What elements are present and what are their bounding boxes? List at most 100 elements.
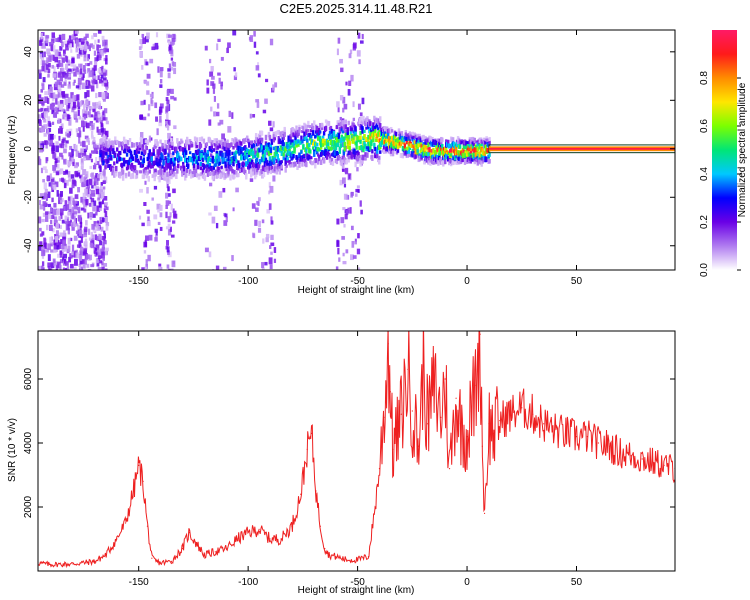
heatmap-cell xyxy=(107,148,110,152)
heatmap-cell xyxy=(261,262,265,269)
heatmap-cell xyxy=(375,138,378,143)
heatmap-cell xyxy=(60,239,63,245)
heatmap-cell xyxy=(156,141,159,147)
heatmap-cell xyxy=(235,159,238,164)
heatmap-cell xyxy=(104,130,109,138)
snr-data-point xyxy=(481,445,483,447)
heatmap-cell xyxy=(214,169,217,176)
heatmap-cell xyxy=(38,245,42,251)
heatmap-cell xyxy=(324,125,328,132)
heatmap-cell xyxy=(87,54,90,60)
heatmap-cell xyxy=(71,148,74,156)
heatmap-cell xyxy=(82,259,85,264)
heatmap-cell xyxy=(251,153,255,159)
heatmap-cell xyxy=(259,140,263,147)
heatmap-cell xyxy=(269,245,272,249)
heatmap-cell xyxy=(199,172,203,177)
heatmap-cell xyxy=(202,164,206,170)
heatmap-cell xyxy=(97,68,102,73)
heatmap-cell xyxy=(350,192,354,198)
heatmap-cell xyxy=(346,130,349,136)
heatmap-cell xyxy=(59,208,64,216)
heatmap-cell xyxy=(174,157,177,161)
heatmap-cell xyxy=(336,240,340,248)
heatmap-cell xyxy=(51,38,55,44)
heatmap-cell xyxy=(76,43,81,51)
heatmap-cell xyxy=(97,173,100,179)
heatmap-cell xyxy=(82,113,86,118)
heatmap-cell xyxy=(94,61,98,67)
heatmap-cell xyxy=(149,93,154,98)
heatmap-cell xyxy=(356,50,361,57)
heatmap-cell xyxy=(188,151,192,155)
snr-data-point xyxy=(291,525,293,527)
heatmap-cell xyxy=(209,139,213,144)
heatmap-cell xyxy=(103,91,108,97)
heatmap-cell xyxy=(445,139,448,145)
heatmap-cell xyxy=(70,263,74,269)
heatmap-cell xyxy=(131,156,135,161)
heatmap-cell xyxy=(54,158,58,164)
heatmap-cell xyxy=(289,164,292,168)
heatmap-cell xyxy=(202,138,206,144)
heatmap-cell xyxy=(203,175,207,181)
heatmap-cell xyxy=(49,173,52,179)
heatmap-cell xyxy=(239,146,242,150)
heatmap-cell xyxy=(236,141,239,148)
heatmap-cell xyxy=(227,168,230,172)
heatmap-cell xyxy=(40,127,45,133)
heatmap-cell xyxy=(73,200,78,204)
heatmap-cell xyxy=(406,146,410,152)
heatmap-cell xyxy=(105,225,109,231)
heatmap-cell xyxy=(302,126,305,132)
heatmap-cell xyxy=(168,159,171,163)
heatmap-cell xyxy=(209,166,213,171)
heatmap-cell xyxy=(303,153,306,158)
heatmap-cell xyxy=(146,170,149,176)
heatmap-cell xyxy=(229,160,232,165)
heatmap-cell xyxy=(262,171,266,178)
heatmap-cell xyxy=(328,154,332,159)
heatmap-cell xyxy=(165,205,168,210)
heatmap-cell xyxy=(48,182,53,187)
heatmap-cell xyxy=(457,152,461,159)
heatmap-cell xyxy=(344,167,349,175)
heatmap-cell xyxy=(434,139,437,146)
heatmap-cell xyxy=(169,161,172,168)
heatmap-cell xyxy=(38,72,42,79)
heatmap-cell xyxy=(162,148,165,152)
heatmap-cell xyxy=(307,128,310,133)
heatmap-cell xyxy=(99,186,103,190)
heatmap-cell xyxy=(66,105,70,112)
heatmap-cell xyxy=(228,149,231,156)
heatmap-cell xyxy=(83,176,87,182)
heatmap-cell xyxy=(144,169,148,174)
heatmap-cell xyxy=(115,166,118,171)
heatmap-cell xyxy=(83,231,87,238)
heatmap-cell xyxy=(96,126,99,133)
heatmap-cell xyxy=(80,41,85,45)
heatmap-cell xyxy=(105,222,110,227)
heatmap-cell xyxy=(145,145,148,151)
heatmap-cell xyxy=(93,78,96,83)
heatmap-cell xyxy=(213,95,216,102)
heatmap-cell xyxy=(361,120,364,125)
heatmap-cell xyxy=(469,150,473,154)
heatmap-cell xyxy=(93,33,98,37)
heatmap-cell xyxy=(122,136,126,143)
heatmap-cell xyxy=(358,154,361,161)
heatmap-cell xyxy=(265,237,269,243)
snr-data-point xyxy=(597,442,599,444)
heatmap-cell xyxy=(80,63,83,70)
heatmap-cell xyxy=(342,207,346,211)
heatmap-cell xyxy=(349,129,352,135)
heatmap-cell xyxy=(99,166,102,172)
heatmap-cell xyxy=(380,127,383,132)
snr-data-point xyxy=(479,333,481,335)
heatmap-cell xyxy=(273,247,277,253)
heatmap-cell xyxy=(349,49,353,54)
heatmap-cell xyxy=(84,226,88,232)
heatmap-cell xyxy=(361,127,364,134)
heatmap-cell xyxy=(101,74,104,79)
heatmap-cell xyxy=(98,207,102,211)
